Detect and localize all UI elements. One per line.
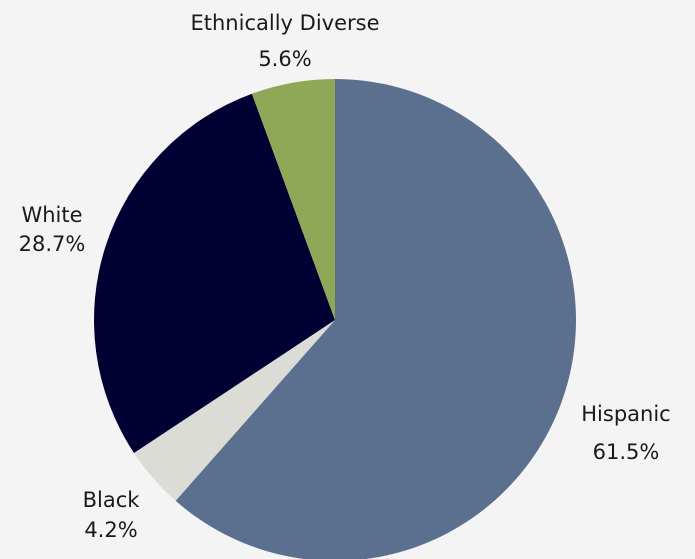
- slice-value-hispanic: 61.5%: [593, 440, 660, 464]
- pie-slice-ethnically-diverse: [251, 79, 335, 320]
- slice-label-black: Black: [83, 488, 141, 512]
- slice-value-ethnically-diverse: 5.6%: [258, 47, 311, 71]
- pie-slice-black: [133, 320, 335, 501]
- pie-slice-hispanic: [175, 79, 576, 559]
- pie-slice-white: [94, 93, 335, 453]
- pie-labels: Hispanic 61.5% Black 4.2% White 28.7% Et…: [19, 11, 671, 542]
- slice-value-black: 4.2%: [84, 518, 137, 542]
- slice-label-ethnically-diverse: Ethnically Diverse: [191, 11, 380, 35]
- slice-label-white: White: [21, 203, 82, 227]
- pie-slices: [94, 79, 576, 559]
- slice-label-hispanic: Hispanic: [581, 402, 670, 426]
- slice-value-white: 28.7%: [19, 232, 86, 256]
